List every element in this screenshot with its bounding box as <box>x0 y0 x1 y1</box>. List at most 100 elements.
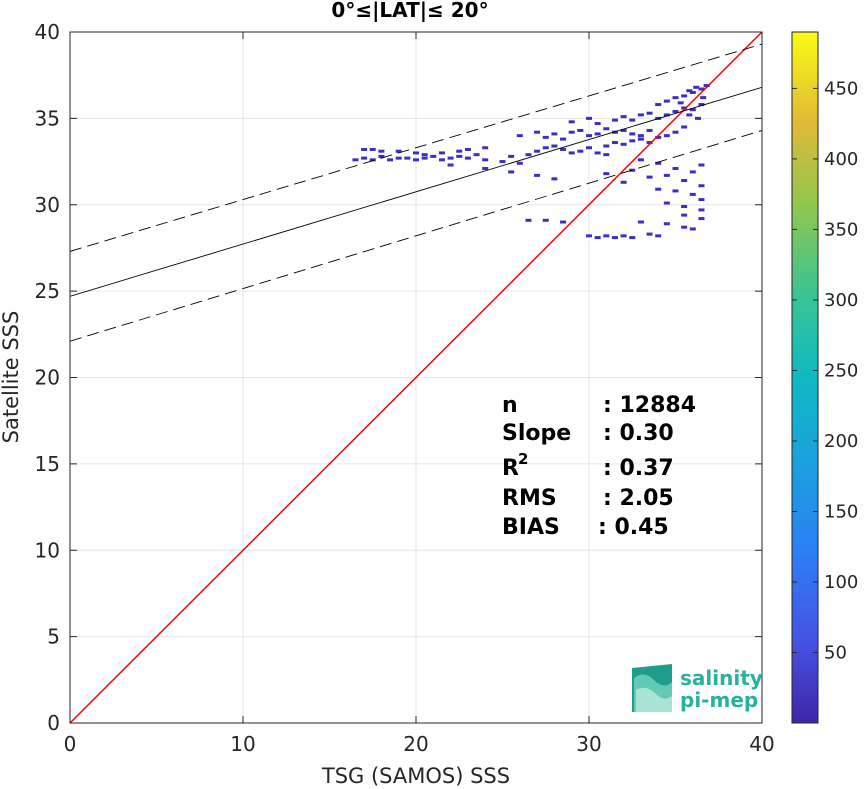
y-tick-label: 20 <box>35 366 60 390</box>
stat-r2-value: : 0.37 <box>603 456 674 481</box>
density-point <box>620 180 627 184</box>
stat-r2-label: R <box>502 456 519 481</box>
stat-rms-label: RMS <box>502 486 557 511</box>
stat-r2-superscript: 2 <box>518 450 528 468</box>
logo-text-salinity: salinity <box>680 666 763 690</box>
density-point <box>629 132 636 136</box>
fit-lower-line <box>70 130 762 342</box>
stat-n-value: : 12884 <box>603 393 696 418</box>
density-point <box>689 192 696 196</box>
density-point <box>681 94 688 98</box>
logo-text-pimep: pi-mep <box>680 688 758 712</box>
colorbar <box>791 31 819 724</box>
density-point <box>413 151 419 155</box>
density-point <box>698 184 705 188</box>
density-point <box>473 153 480 157</box>
density-point <box>378 154 385 158</box>
colorbar-tick-label: 200 <box>824 431 858 452</box>
density-point <box>499 160 506 164</box>
density-point <box>516 161 523 165</box>
x-axis-label: TSG (SAMOS) SSS <box>321 764 510 788</box>
density-point <box>686 89 693 93</box>
density-point <box>689 90 696 94</box>
density-point <box>681 225 688 229</box>
density-point <box>560 147 567 151</box>
density-point <box>551 144 558 148</box>
y-tick-label: 0 <box>47 711 60 735</box>
density-point <box>421 153 428 157</box>
colorbar-ticks: 50 100 150 200 250 300 350 400 450 <box>792 78 858 663</box>
density-point <box>352 158 359 162</box>
density-point <box>551 132 558 136</box>
density-point <box>637 113 644 117</box>
density-point <box>594 132 601 136</box>
density-point <box>586 234 592 238</box>
density-points <box>352 84 710 240</box>
density-point <box>620 115 627 119</box>
stat-n-label: n <box>502 393 518 418</box>
density-point <box>603 172 610 176</box>
chart-title: 0°≤|LAT|≤ 20° <box>331 0 488 22</box>
density-point <box>681 213 688 217</box>
density-point <box>568 151 575 155</box>
density-point <box>677 101 684 105</box>
density-point <box>620 128 627 132</box>
logo-wave-icon <box>632 664 672 712</box>
density-point <box>646 232 653 236</box>
density-point <box>700 96 707 100</box>
density-point <box>482 158 489 162</box>
density-point <box>693 85 700 89</box>
x-axis-ticks: 0 10 20 30 40 <box>64 32 775 756</box>
density-point <box>655 187 662 191</box>
y-tick-label: 5 <box>47 625 60 649</box>
density-point <box>404 156 411 160</box>
density-point <box>551 177 558 181</box>
y-tick-label: 30 <box>35 193 60 217</box>
density-point <box>603 153 610 157</box>
density-point <box>637 137 644 141</box>
density-point <box>577 128 584 132</box>
fit-upper-line <box>70 43 762 252</box>
salinity-pimep-logo: salinity pi-mep <box>632 664 763 712</box>
density-point <box>594 236 601 240</box>
density-point <box>689 170 696 174</box>
density-point <box>655 103 662 107</box>
density-point <box>603 127 610 131</box>
density-point <box>698 208 705 212</box>
y-tick-label: 40 <box>35 20 60 44</box>
density-point <box>542 135 549 139</box>
density-point <box>637 134 644 138</box>
density-point <box>594 151 601 155</box>
y-tick-label: 10 <box>35 538 60 562</box>
density-point <box>672 189 679 193</box>
density-point <box>629 139 636 143</box>
density-point <box>560 220 567 224</box>
colorbar-tick-label: 450 <box>824 78 858 99</box>
density-point <box>568 130 575 134</box>
fit-line <box>70 86 762 297</box>
density-point <box>663 173 670 177</box>
density-point <box>611 118 618 122</box>
density-point <box>646 111 653 115</box>
colorbar-tick-label: 150 <box>824 501 858 522</box>
density-point <box>586 134 592 138</box>
density-point <box>594 122 601 126</box>
density-point <box>672 96 679 100</box>
y-axis-label: Satellite SSS <box>0 311 23 444</box>
stat-bias-label: BIAS <box>502 515 560 540</box>
density-point <box>586 146 592 150</box>
density-point <box>681 204 688 208</box>
density-point <box>681 125 688 129</box>
density-point <box>482 146 489 150</box>
identity-line <box>70 32 762 723</box>
stat-slope-label: Slope <box>502 421 571 446</box>
colorbar-tick-label: 300 <box>824 290 858 311</box>
density-point <box>534 149 541 153</box>
density-point <box>542 146 549 150</box>
density-point <box>369 147 376 151</box>
colorbar-tick-label: 50 <box>824 642 847 663</box>
x-tick-label: 20 <box>403 732 428 756</box>
density-point <box>637 158 644 162</box>
density-point <box>663 99 670 103</box>
